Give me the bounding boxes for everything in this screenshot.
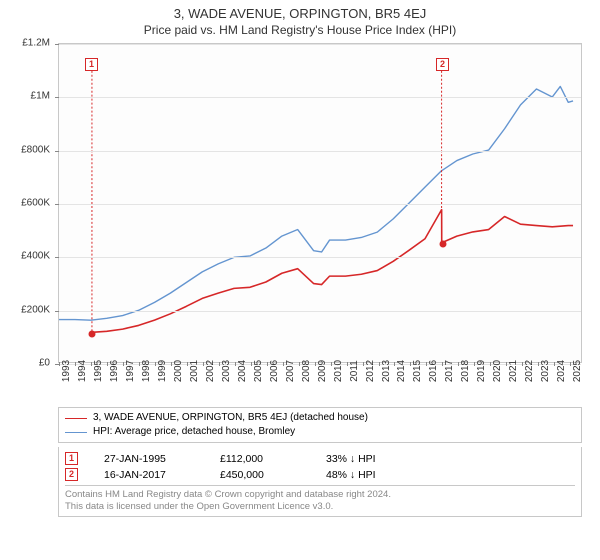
x-tick-label: 1999 [157,360,168,382]
x-tick-label: 1996 [109,360,120,382]
x-tick-label: 1998 [141,360,152,382]
x-tick-label: 2011 [349,360,360,382]
sale-hpi-diff: 48% ↓ HPI [326,469,436,481]
x-tick-label: 2000 [173,360,184,382]
legend-swatch-blue [65,432,87,433]
y-tick-label: £200K [21,304,50,315]
legend-item: 3, WADE AVENUE, ORPINGTON, BR5 4EJ (deta… [65,411,575,425]
x-tick-label: 2020 [492,360,503,382]
sale-row: 1 27-JAN-1995 £112,000 33% ↓ HPI [65,452,575,465]
gridline [59,97,581,98]
x-tick-label: 2009 [317,360,328,382]
gridline [59,257,581,258]
sale-marker-icon: 2 [65,468,78,481]
y-tick-label: £800K [21,144,50,155]
sale-date: 27-JAN-1995 [104,453,194,465]
x-tick-label: 2005 [253,360,264,382]
legend-swatch-red [65,418,87,419]
x-tick-label: 2012 [365,360,376,382]
sale-date: 16-JAN-2017 [104,469,194,481]
x-tick-label: 2022 [524,360,535,382]
y-tick-label: £1.2M [22,38,50,49]
gridline [59,204,581,205]
sale-marker-box: 1 [85,58,98,71]
copyright-notice: Contains HM Land Registry data © Crown c… [65,485,575,513]
x-tick-label: 2004 [237,360,248,382]
x-tick-label: 2025 [572,360,583,382]
x-tick-label: 1995 [93,360,104,382]
chart-subtitle: Price paid vs. HM Land Registry's House … [12,23,588,37]
x-tick-label: 2024 [556,360,567,382]
chart-title-address: 3, WADE AVENUE, ORPINGTON, BR5 4EJ [12,6,588,21]
plot-area: 12 [58,43,582,363]
x-tick-label: 1993 [61,360,72,382]
series-lines [59,44,581,362]
x-axis-labels: 1993199419951996199719981999200020012002… [58,367,582,403]
x-tick-label: 2021 [508,360,519,382]
sale-marker-icon: 1 [65,452,78,465]
sale-price: £450,000 [220,469,300,481]
x-tick-label: 2015 [412,360,423,382]
sale-marker-box: 2 [436,58,449,71]
y-tick-label: £600K [21,198,50,209]
y-axis-labels: £0£200K£400K£600K£800K£1M£1.2M [12,43,54,363]
legend-label: HPI: Average price, detached house, Brom… [93,425,295,439]
legend-label: 3, WADE AVENUE, ORPINGTON, BR5 4EJ (deta… [93,411,368,425]
y-tick-label: £1M [31,91,50,102]
x-tick-label: 2001 [189,360,200,382]
x-tick-label: 2018 [460,360,471,382]
y-tick-label: £0 [39,358,50,369]
x-tick-label: 2019 [476,360,487,382]
x-tick-label: 2007 [285,360,296,382]
x-tick-label: 2016 [428,360,439,382]
gridline [59,44,581,45]
sales-table: 1 27-JAN-1995 £112,000 33% ↓ HPI 2 16-JA… [58,447,582,517]
y-tick-label: £400K [21,251,50,262]
legend-item: HPI: Average price, detached house, Brom… [65,425,575,439]
x-tick-label: 2008 [301,360,312,382]
x-tick-label: 1994 [77,360,88,382]
x-tick-label: 2003 [221,360,232,382]
x-tick-label: 2017 [444,360,455,382]
x-tick-label: 1997 [125,360,136,382]
chart: £0£200K£400K£600K£800K£1M£1.2M 12 199319… [12,43,588,403]
x-tick-label: 2002 [205,360,216,382]
sale-row: 2 16-JAN-2017 £450,000 48% ↓ HPI [65,468,575,481]
gridline [59,151,581,152]
x-tick-label: 2013 [381,360,392,382]
sale-dot [89,331,96,338]
x-tick-label: 2014 [396,360,407,382]
x-tick-label: 2023 [540,360,551,382]
legend: 3, WADE AVENUE, ORPINGTON, BR5 4EJ (deta… [58,407,582,443]
sale-hpi-diff: 33% ↓ HPI [326,453,436,465]
series-price_paid [92,210,573,333]
x-tick-label: 2010 [333,360,344,382]
sale-dot [440,241,447,248]
sale-price: £112,000 [220,453,300,465]
x-tick-label: 2006 [269,360,280,382]
gridline [59,311,581,312]
